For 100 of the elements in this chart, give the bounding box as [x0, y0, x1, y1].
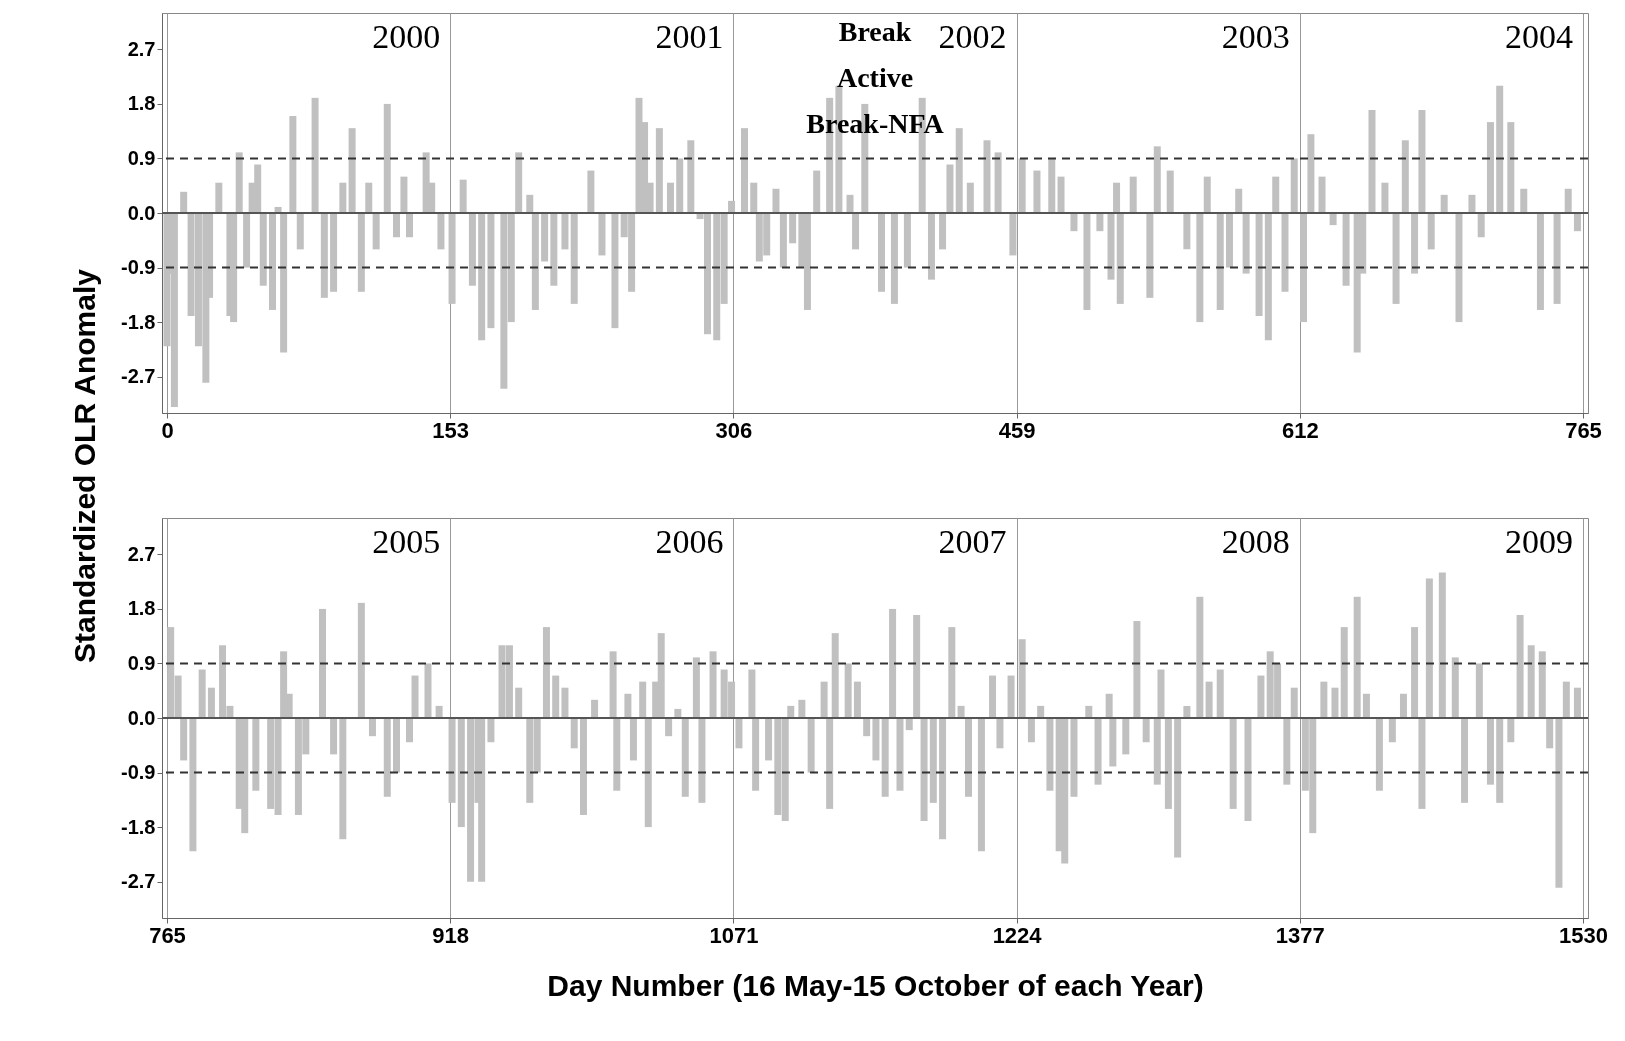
bar: [339, 182, 347, 213]
bar: [289, 116, 297, 213]
bar: [330, 213, 338, 292]
bar: [570, 718, 578, 749]
bar: [541, 213, 549, 262]
bar: [405, 718, 413, 743]
y-tick-label: 0.9: [127, 146, 156, 169]
bar: [1018, 158, 1026, 213]
bar: [448, 213, 456, 304]
bar: [198, 669, 206, 718]
x-tick-label: 1224: [992, 922, 1043, 948]
bar: [948, 627, 956, 718]
bar: [330, 718, 338, 755]
bar: [468, 213, 476, 286]
bar: [826, 718, 834, 809]
bar: [1399, 693, 1407, 718]
bar: [1562, 681, 1570, 718]
bar: [692, 657, 700, 718]
bar: [1033, 170, 1041, 213]
bar: [1229, 718, 1237, 809]
annotation: Break-NFA: [806, 108, 945, 139]
annotation: 2005: [372, 523, 441, 560]
bar: [411, 675, 419, 718]
bar: [1425, 578, 1433, 718]
bar: [1438, 572, 1446, 718]
bar: [611, 213, 619, 329]
bar: [1411, 213, 1419, 274]
bar: [357, 602, 365, 718]
x-tick-label: 1530: [1559, 922, 1608, 948]
bar: [750, 182, 758, 213]
bar: [807, 718, 815, 773]
bar: [180, 191, 188, 213]
bar: [624, 693, 632, 718]
bar: [1255, 213, 1263, 317]
x-tick-label: 0: [161, 417, 174, 443]
bar: [542, 627, 550, 718]
bar: [448, 718, 456, 803]
bar: [1216, 669, 1224, 718]
bar: [1546, 718, 1554, 749]
bar: [1107, 213, 1115, 280]
bar: [1527, 645, 1535, 718]
x-tick-label: 1377: [1275, 922, 1325, 948]
bar: [552, 675, 560, 718]
bar: [852, 213, 860, 250]
bar: [1105, 693, 1113, 718]
bar: [365, 182, 373, 213]
bar: [813, 170, 821, 213]
bar: [243, 213, 251, 268]
bar: [1057, 176, 1065, 213]
y-tick-label: 0.0: [127, 201, 156, 224]
bar: [591, 699, 599, 718]
bar: [735, 718, 743, 749]
bar: [526, 194, 534, 213]
bar: [957, 705, 965, 718]
bar: [853, 681, 861, 718]
bar: [1329, 213, 1337, 226]
bar: [676, 158, 684, 213]
annotation: Break: [838, 16, 912, 47]
bar: [515, 152, 523, 213]
bar: [1009, 213, 1017, 256]
bar: [913, 614, 921, 718]
bar: [1164, 718, 1172, 809]
bar: [180, 718, 188, 761]
bar: [1153, 718, 1161, 785]
bar: [1272, 176, 1280, 213]
bar: [1085, 705, 1093, 718]
bar: [929, 718, 937, 803]
bar: [787, 705, 795, 718]
bar: [1203, 176, 1211, 213]
bar: [459, 179, 467, 213]
bar: [1496, 718, 1504, 803]
bar: [863, 718, 871, 737]
bar: [435, 705, 443, 718]
bar: [1264, 213, 1272, 341]
bar: [1257, 675, 1265, 718]
bar: [798, 699, 806, 718]
bar: [1116, 213, 1124, 304]
bar: [752, 718, 760, 791]
bar: [1401, 140, 1409, 213]
bar: [666, 182, 674, 213]
bar: [877, 213, 885, 292]
annotation: 2001: [655, 18, 724, 55]
bar: [1027, 718, 1035, 743]
bar: [964, 718, 972, 797]
bar: [613, 718, 621, 791]
bar: [372, 213, 380, 250]
bar: [831, 633, 839, 718]
bar: [1418, 718, 1426, 809]
bar: [1129, 176, 1137, 213]
x-tick-label: 918: [432, 922, 470, 948]
bar: [1070, 213, 1078, 232]
bar: [269, 213, 277, 310]
x-tick-label: 153: [432, 417, 470, 443]
bar: [1368, 109, 1376, 213]
bar: [467, 718, 475, 882]
bar: [1507, 122, 1515, 213]
bar: [1244, 718, 1252, 822]
bar: [1451, 657, 1459, 718]
bar: [996, 718, 1004, 749]
bar: [1538, 651, 1546, 718]
